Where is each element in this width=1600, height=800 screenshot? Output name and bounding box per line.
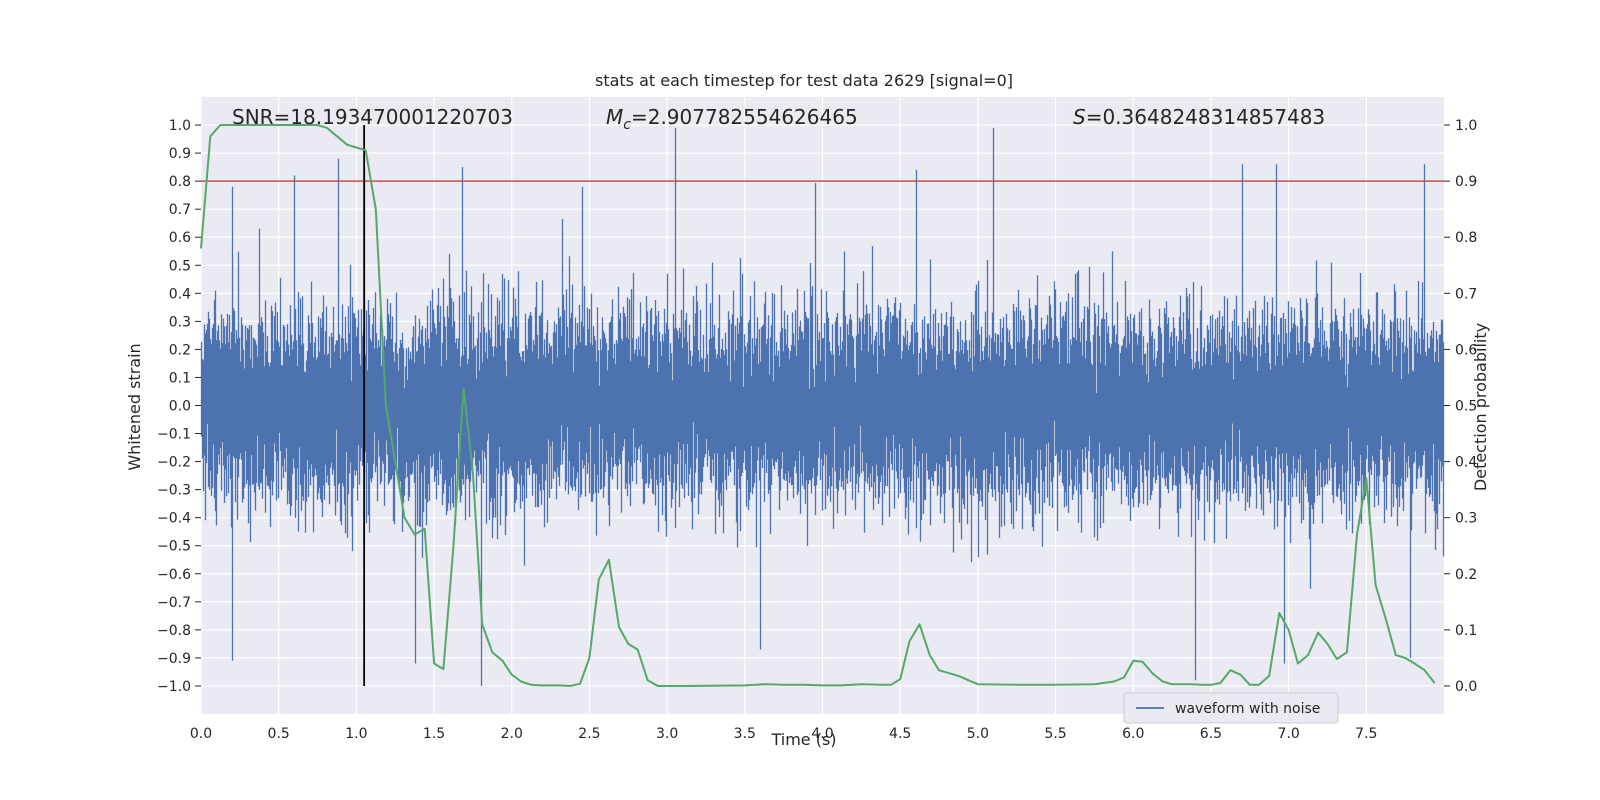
s-value: =0.3648248314857483 (1086, 105, 1325, 129)
y2-tick-label: 0.9 (1455, 174, 1477, 190)
waveform-line (200, 127, 1445, 686)
snr-annotation: SNR=18.193470001220703 (232, 105, 513, 129)
x-tick-label: 6.5 (1200, 726, 1222, 742)
y-tick-label: −0.8 (157, 623, 191, 639)
x-tick-label: 5.5 (1044, 726, 1066, 742)
y2-tick-label: 0.6 (1455, 342, 1477, 358)
probability-series (200, 124, 1436, 687)
chirp-mass-annotation: Mc=2.907782554626465 (606, 105, 858, 133)
y-tick-label: 0.1 (169, 370, 191, 386)
x-tick-label: 2.5 (578, 726, 600, 742)
y-tick-label: −0.1 (157, 427, 191, 443)
x-tick-label: 7.0 (1277, 726, 1299, 742)
y-tick-label: 0.0 (169, 399, 191, 415)
y-tick-label: 0.8 (169, 174, 191, 190)
x-tick-label: 6.0 (1122, 726, 1144, 742)
y-tick-label: −0.5 (157, 539, 191, 555)
y-axis-label: Whitened strain (125, 343, 144, 470)
y2-tick-label: 0.1 (1455, 623, 1477, 639)
chirp-mass-value: =2.907782554626465 (631, 105, 858, 129)
y-tick-label: −0.3 (157, 483, 191, 499)
y2-tick-label: 0.2 (1455, 567, 1477, 583)
x-ticks: 0.0 0.5 1.0 1.5 2.0 2.5 3.0 3.5 4.0 4.5 5.0 5.5 6.0 6… (190, 726, 1378, 742)
y2-tick-label: 1.0 (1455, 118, 1477, 134)
x-tick-label: 1.5 (423, 726, 445, 742)
y-tick-label: 0.6 (169, 230, 191, 246)
legend-box (1123, 692, 1339, 724)
y2-tick-label: 0.4 (1455, 455, 1477, 471)
y-tick-label: 0.9 (169, 146, 191, 162)
y-tick-label: −0.6 (157, 567, 191, 583)
y-tick-label: −0.9 (157, 651, 191, 667)
y2-axis-label: Detection probability (1471, 323, 1490, 491)
y2-tick-label: 0.0 (1455, 679, 1477, 695)
probability-line (200, 124, 1436, 687)
y-tick-label: −0.7 (157, 595, 191, 611)
x-tick-label: 1.0 (345, 726, 367, 742)
y-tick-label: 0.7 (169, 202, 191, 218)
y2-tick-label: 0.3 (1455, 511, 1477, 527)
x-axis-label: Time (s) (770, 730, 836, 749)
x-tick-label: 7.5 (1355, 726, 1377, 742)
x-tick-label: 4.5 (889, 726, 911, 742)
x-tick-label: 0.0 (190, 726, 212, 742)
overlay-lines (201, 125, 1444, 686)
y2-ticks: 1.0 0.9 0.8 0.7 0.6 0.5 0.4 0.3 0.2 0.1 0.0 (1444, 118, 1477, 695)
legend: waveform with noise (1123, 692, 1339, 724)
x-tick-label: 4.0 (811, 726, 833, 742)
y-tick-label: −0.2 (157, 455, 191, 471)
x-tick-label: 3.5 (734, 726, 756, 742)
chart-title: stats at each timestep for test data 262… (595, 71, 1013, 90)
chirp-mass-symbol: M (606, 105, 623, 129)
x-tick-label: 3.0 (656, 726, 678, 742)
y-tick-label: −0.4 (157, 511, 191, 527)
y-tick-label: 0.5 (169, 258, 191, 274)
x-tick-label: 0.5 (268, 726, 290, 742)
y-tick-label: 0.4 (169, 286, 191, 302)
chirp-mass-subscript: c (623, 117, 631, 133)
x-tick-label: 2.0 (501, 726, 523, 742)
y2-tick-label: 0.8 (1455, 230, 1477, 246)
y-tick-label: 0.2 (169, 342, 191, 358)
legend-label-waveform: waveform with noise (1175, 701, 1320, 717)
y2-tick-label: 0.5 (1455, 399, 1477, 415)
y-tick-label: 0.3 (169, 314, 191, 330)
y-ticks: 1.0 0.9 0.8 0.7 0.6 0.5 0.4 0.3 0.2 0.1 0.0 −0.1 −0.… (157, 118, 201, 695)
s-annotation: S=0.3648248314857483 (1073, 105, 1325, 129)
y-tick-label: −1.0 (157, 679, 191, 695)
y2-tick-label: 0.7 (1455, 286, 1477, 302)
s-symbol: S (1073, 105, 1086, 129)
waveform-series (200, 127, 1445, 686)
x-tick-label: 5.0 (967, 726, 989, 742)
y-tick-label: 1.0 (169, 118, 191, 134)
